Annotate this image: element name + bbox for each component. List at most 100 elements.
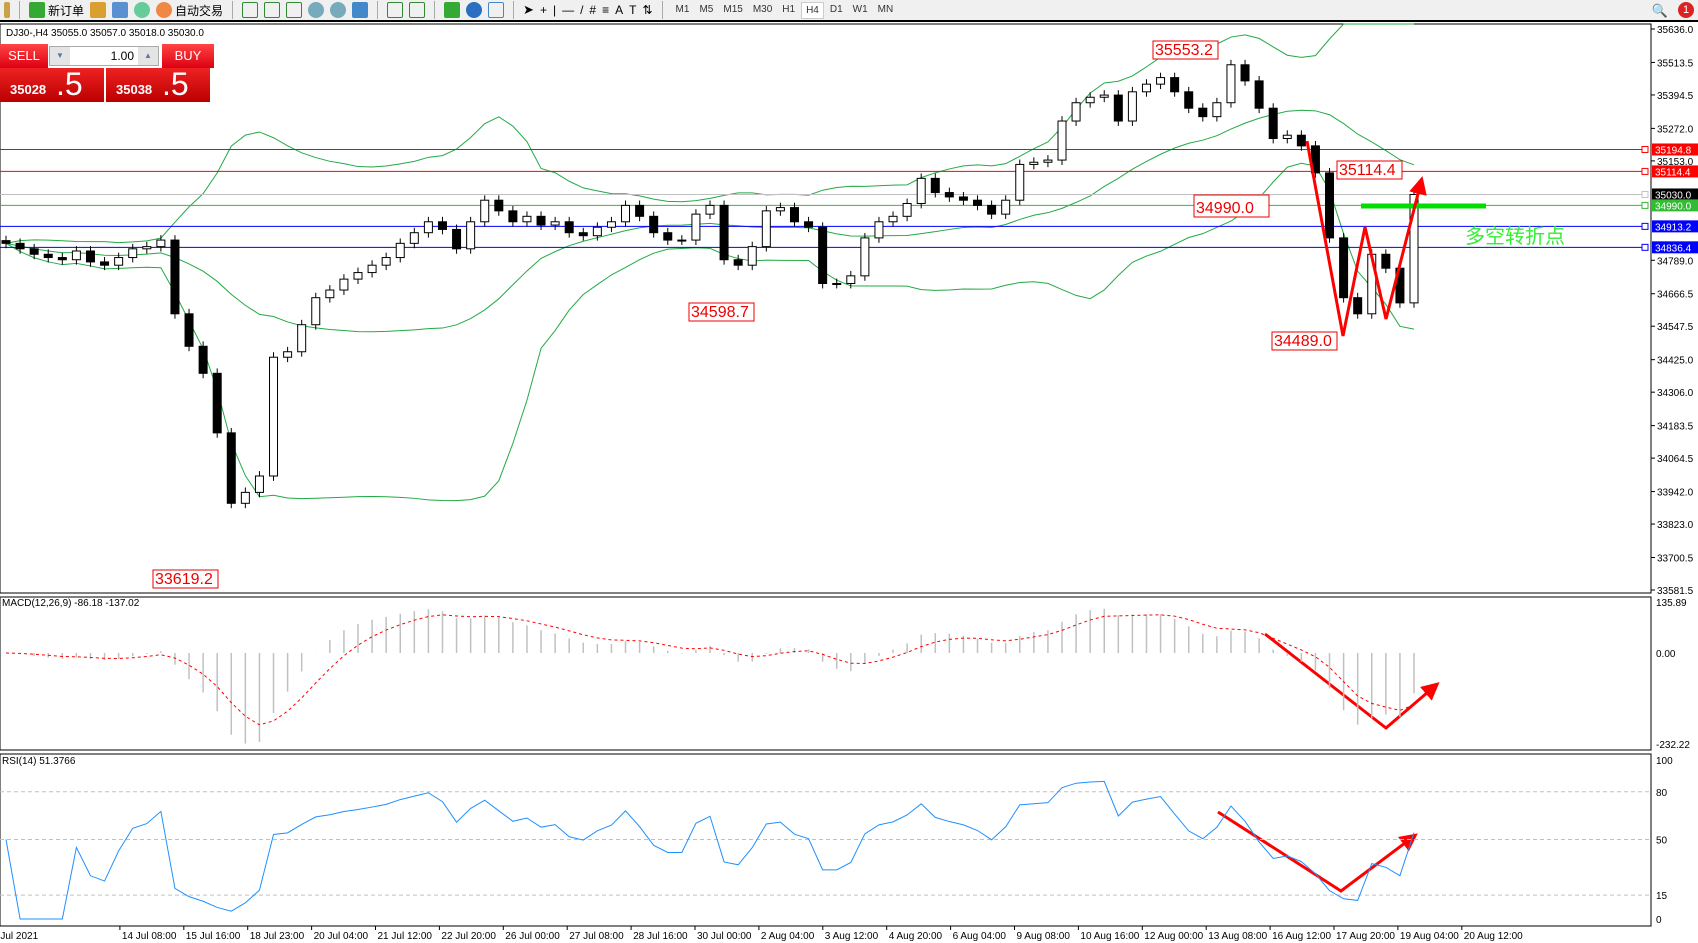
data-window-icon[interactable] (112, 2, 129, 18)
candle (184, 308, 194, 352)
candle-body (170, 239, 180, 315)
candle (240, 487, 250, 509)
horizontal-line-icon[interactable]: — (562, 3, 575, 17)
candle (973, 195, 983, 211)
candle-body (930, 177, 940, 194)
candle-body (987, 204, 997, 215)
candle-body (1268, 107, 1278, 139)
candle (353, 267, 363, 285)
timeframe-d1[interactable]: D1 (829, 3, 843, 15)
candlestick-chart-icon[interactable] (264, 2, 281, 18)
sell-button[interactable]: SELL (0, 44, 48, 68)
price-tag (1652, 241, 1698, 254)
x-tick-label: 16 Aug 12:00 (1272, 931, 1331, 942)
candle-body (1198, 107, 1208, 118)
auto-scroll-icon[interactable] (387, 2, 404, 18)
indicators-icon[interactable] (444, 2, 461, 18)
timeframe-mn[interactable]: MN (877, 3, 894, 15)
new-order-button[interactable]: 新订单 (29, 2, 84, 19)
lot-input[interactable] (70, 47, 138, 65)
cursor-icon[interactable]: ➤ (523, 2, 534, 17)
x-tick-label: 18 Jul 23:00 (250, 931, 305, 942)
candle-body (916, 177, 926, 204)
timeframe-m30[interactable]: M30 (752, 3, 773, 15)
trendline-icon[interactable]: / (580, 3, 584, 17)
sell-price-button[interactable]: 35028 .5 (0, 66, 104, 102)
arrows-icon[interactable]: ⇅ (642, 3, 653, 17)
zoom-out-icon[interactable] (330, 2, 347, 18)
price-tag-label: 35194.8 (1655, 145, 1692, 156)
y-tick-label: 34547.5 (1657, 322, 1694, 333)
crosshair-icon[interactable]: + (539, 3, 547, 17)
candle-body (902, 202, 912, 217)
candle-body (1170, 77, 1180, 93)
rsi-tick-label: 0 (1656, 915, 1662, 926)
candle-body (254, 475, 264, 493)
buy-button[interactable]: BUY (162, 44, 214, 68)
candle (1, 235, 11, 249)
bar-chart-icon[interactable] (242, 2, 259, 18)
candle-body (1001, 199, 1011, 215)
timeframe-h1[interactable]: H1 (782, 3, 796, 15)
text-icon[interactable]: A (615, 3, 624, 17)
search-icon[interactable]: 🔍 (1651, 3, 1668, 18)
channel-icon[interactable]: # (589, 3, 597, 17)
candle (226, 427, 236, 509)
timeframe-m5[interactable]: M5 (699, 3, 714, 15)
line-handle (1641, 190, 1649, 198)
line-handle (1641, 145, 1649, 153)
candle (606, 216, 616, 233)
signals-icon[interactable] (134, 2, 151, 18)
sell-price-big: .5 (56, 66, 83, 102)
candle (29, 243, 39, 260)
zoom-in-icon[interactable] (308, 2, 325, 18)
candle-body (691, 213, 701, 241)
notification-badge[interactable]: 1 (1678, 2, 1694, 18)
candle (522, 211, 532, 227)
buy-price-button[interactable]: 35038 .5 (106, 66, 210, 102)
x-tick-label: 2 Aug 04:00 (761, 931, 815, 942)
x-tick-label: 20 Aug 12:00 (1464, 931, 1523, 942)
candle (846, 270, 856, 289)
lot-decrease-button[interactable]: ▼ (50, 47, 70, 65)
toolbar-separator (661, 1, 663, 19)
candle (71, 246, 81, 265)
lot-increase-button[interactable]: ▲ (138, 47, 158, 65)
market-watch-icon[interactable] (90, 2, 107, 18)
x-tick-label: 6 Aug 04:00 (953, 931, 1007, 942)
candle (142, 241, 152, 254)
candle-body (832, 282, 842, 285)
turning-point-annotation: 多空转折点 (1465, 224, 1565, 248)
tile-windows-icon[interactable] (352, 2, 369, 18)
fibonacci-icon[interactable]: ≡ (602, 3, 610, 17)
candle (437, 216, 447, 235)
candle (1240, 59, 1250, 86)
candle (1254, 75, 1264, 114)
candle-body (184, 313, 194, 347)
zoom-icon[interactable] (4, 2, 10, 18)
macd-arrow (1264, 632, 1440, 730)
candle-body (649, 215, 659, 234)
vertical-line-icon[interactable]: | (552, 3, 557, 17)
chart-shift-icon[interactable] (409, 2, 426, 18)
auto-trading-button[interactable]: 自动交易 (156, 2, 223, 19)
timeframe-w1[interactable]: W1 (852, 3, 868, 15)
timeframe-h4[interactable]: H4 (801, 1, 824, 19)
candle-body (1240, 64, 1250, 82)
periods-clock-icon[interactable] (466, 2, 483, 18)
timeframe-m1[interactable]: M1 (675, 3, 690, 15)
line-chart-icon[interactable] (286, 2, 303, 18)
candle (775, 202, 785, 216)
candle-body (973, 199, 983, 206)
candle (269, 352, 279, 481)
candle (1113, 90, 1123, 126)
candle (43, 249, 53, 263)
timeframe-m15[interactable]: M15 (723, 3, 743, 15)
candle (170, 235, 180, 319)
line-handle (1641, 201, 1649, 209)
templates-icon[interactable] (488, 2, 505, 18)
price-label-box (1271, 331, 1338, 351)
candle-body (283, 351, 293, 358)
text-label-icon[interactable]: T (629, 3, 637, 17)
